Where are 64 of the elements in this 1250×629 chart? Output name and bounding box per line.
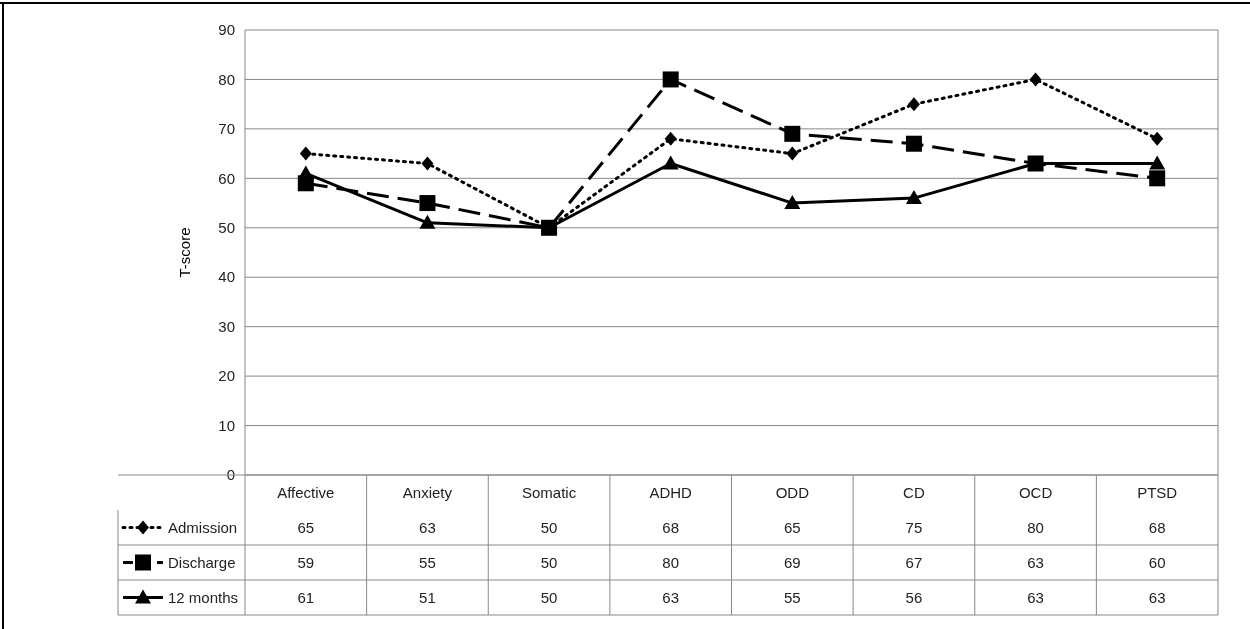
- data-label: 50: [540, 588, 558, 606]
- data-label: 63: [662, 588, 680, 606]
- data-label: 75: [905, 518, 923, 536]
- data-label: 50: [540, 518, 558, 536]
- point: [419, 195, 436, 212]
- x-tick-label: Somatic: [521, 483, 577, 501]
- point: [784, 195, 801, 210]
- point: [421, 156, 434, 171]
- data-label: 65: [297, 518, 315, 536]
- data-label: 68: [662, 518, 680, 536]
- y-tick-label: 40: [218, 268, 235, 286]
- legend-label: Discharge: [168, 553, 236, 571]
- data-label: 63: [1148, 588, 1166, 606]
- data-label: 65: [783, 518, 801, 536]
- legend-label: Admission: [168, 518, 238, 536]
- data-label: 80: [662, 553, 680, 571]
- data-label: 61: [297, 588, 315, 606]
- data-label: 56: [905, 588, 923, 606]
- data-label: 80: [1027, 518, 1044, 536]
- point: [662, 71, 679, 88]
- data-label: 50: [540, 553, 558, 571]
- data-label: 51: [419, 588, 436, 606]
- point: [419, 214, 436, 229]
- x-tick-label: ODD: [775, 483, 810, 501]
- point: [1029, 72, 1042, 87]
- data-label: 59: [297, 553, 315, 571]
- y-tick-label: 70: [218, 120, 235, 138]
- y-tick-label: 80: [218, 70, 235, 88]
- point: [905, 190, 922, 205]
- x-tick-label: Affective: [277, 483, 335, 501]
- y-axis-title: T-score: [176, 227, 193, 278]
- point: [907, 97, 920, 112]
- data-label: 55: [783, 588, 801, 606]
- point: [299, 146, 312, 161]
- data-label: 69: [783, 553, 801, 571]
- point: [786, 146, 799, 161]
- y-tick-label: 90: [218, 21, 235, 39]
- x-tick-label: Anxiety: [402, 483, 453, 501]
- data-label: 60: [1148, 553, 1166, 571]
- y-tick-label: 20: [218, 367, 235, 385]
- data-label: 68: [1148, 518, 1166, 536]
- data-label: 63: [1027, 553, 1044, 571]
- y-tick-label: 0: [226, 466, 235, 484]
- point: [1149, 155, 1166, 170]
- data-label: 63: [1027, 588, 1044, 606]
- data-label: 63: [419, 518, 436, 536]
- point: [1149, 170, 1166, 187]
- data-label: 55: [419, 553, 436, 571]
- x-tick-label: OCD: [1018, 483, 1053, 501]
- x-tick-label: PTSD: [1137, 483, 1178, 501]
- y-tick-label: 10: [218, 416, 235, 434]
- y-tick-label: 30: [218, 317, 235, 335]
- point: [784, 125, 801, 142]
- x-tick-label: CD: [903, 483, 925, 501]
- data-label: 67: [905, 553, 923, 571]
- y-tick-label: 60: [218, 169, 235, 187]
- point: [662, 155, 679, 170]
- point: [1151, 131, 1164, 146]
- point: [905, 135, 922, 152]
- x-tick-label: ADHD: [649, 483, 693, 501]
- point: [297, 165, 314, 180]
- y-tick-label: 50: [218, 219, 235, 237]
- point: [664, 131, 677, 146]
- legend-label: 12 months: [168, 588, 239, 606]
